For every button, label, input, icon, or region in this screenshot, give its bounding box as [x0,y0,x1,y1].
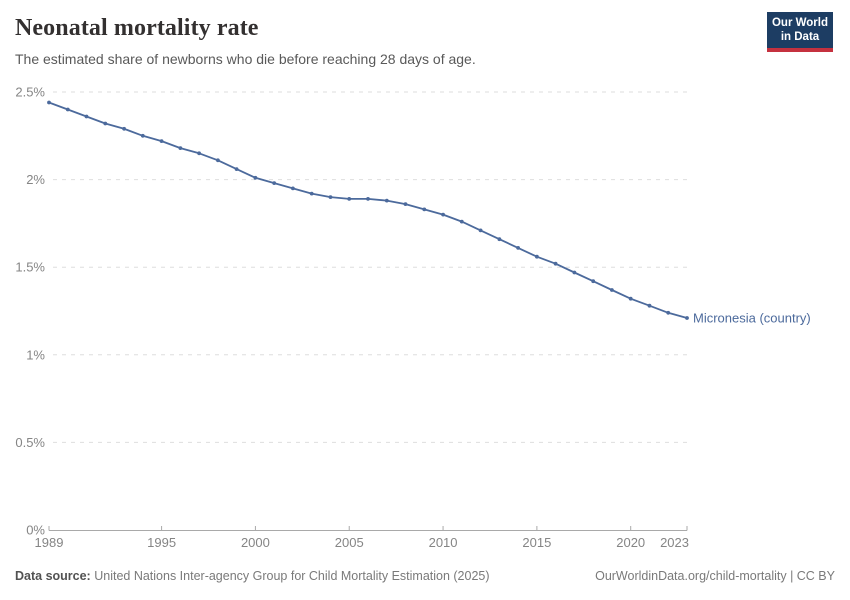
data-point-marker[interactable] [685,316,689,320]
data-point-marker[interactable] [328,195,333,200]
data-source-note: Data source: United Nations Inter-agency… [15,568,490,584]
series-micronesia-country[interactable] [47,100,689,320]
data-point-marker[interactable] [347,197,352,201]
data-point-marker[interactable] [572,270,577,275]
data-point-marker[interactable] [65,107,70,112]
x-axis-label: 2010 [429,535,458,550]
data-point-marker[interactable] [478,228,483,233]
data-point-marker[interactable] [178,146,183,151]
data-point-marker[interactable] [84,114,89,119]
x-axis-label: 2020 [616,535,645,550]
data-point-marker[interactable] [441,212,445,217]
owid-logo-line1: Our World [771,17,828,29]
data-point-marker[interactable] [159,139,164,144]
data-point-marker[interactable] [403,202,408,207]
data-point-marker[interactable] [497,237,502,242]
x-axis-label: 1995 [147,535,176,550]
data-point-marker[interactable] [197,151,202,156]
data-point-marker[interactable] [234,167,239,172]
data-point-marker[interactable] [366,197,370,201]
data-point-marker[interactable] [272,181,277,186]
owid-logo[interactable]: Our World in Data [767,12,833,52]
chart-footer: Data source: United Nations Inter-agency… [15,568,835,584]
data-source-label: Data source: [15,569,91,583]
y-axis-label: 1.5% [15,260,45,275]
data-point-marker[interactable] [591,279,596,284]
data-point-marker[interactable] [535,254,539,259]
data-point-marker[interactable] [103,121,108,126]
data-point-marker[interactable] [553,261,558,266]
data-point-marker[interactable] [122,126,126,131]
data-point-marker[interactable] [628,296,633,301]
data-point-marker[interactable] [140,133,145,138]
series-line[interactable] [48,101,688,319]
data-point-marker[interactable] [216,158,220,163]
y-axis-label: 1% [26,347,45,362]
data-point-marker[interactable] [647,303,652,308]
x-axis-label: 2023 [660,535,689,550]
y-axis-label: 2% [26,172,45,187]
data-point-marker[interactable] [253,175,258,180]
data-point-marker[interactable] [309,191,314,196]
data-point-marker[interactable] [47,100,51,105]
data-point-marker[interactable] [666,310,671,315]
y-axis-label: 2.5% [15,85,45,100]
chart-subtitle: The estimated share of newborns who die … [15,51,476,67]
x-axis-label: 2000 [241,535,270,550]
data-point-marker[interactable] [610,288,614,292]
data-point-marker[interactable] [516,246,520,250]
y-axis-label: 0% [26,523,45,538]
x-axis-label: 2005 [335,535,364,550]
x-axis-label: 2015 [522,535,551,550]
data-point-marker[interactable] [459,219,464,224]
data-point-marker[interactable] [422,207,427,212]
data-source-text: United Nations Inter-agency Group for Ch… [94,569,490,583]
data-point-marker[interactable] [384,198,389,203]
owid-url-link[interactable]: OurWorldinData.org/child-mortality | CC … [595,569,835,583]
x-axis-label: 1989 [35,535,64,550]
chart-title: Neonatal mortality rate [15,15,259,41]
series-entity-label[interactable]: Micronesia (country) [693,311,811,326]
y-axis-label: 0.5% [15,435,45,450]
data-point-marker[interactable] [291,186,295,191]
owid-logo-line2: in Data [780,30,820,43]
